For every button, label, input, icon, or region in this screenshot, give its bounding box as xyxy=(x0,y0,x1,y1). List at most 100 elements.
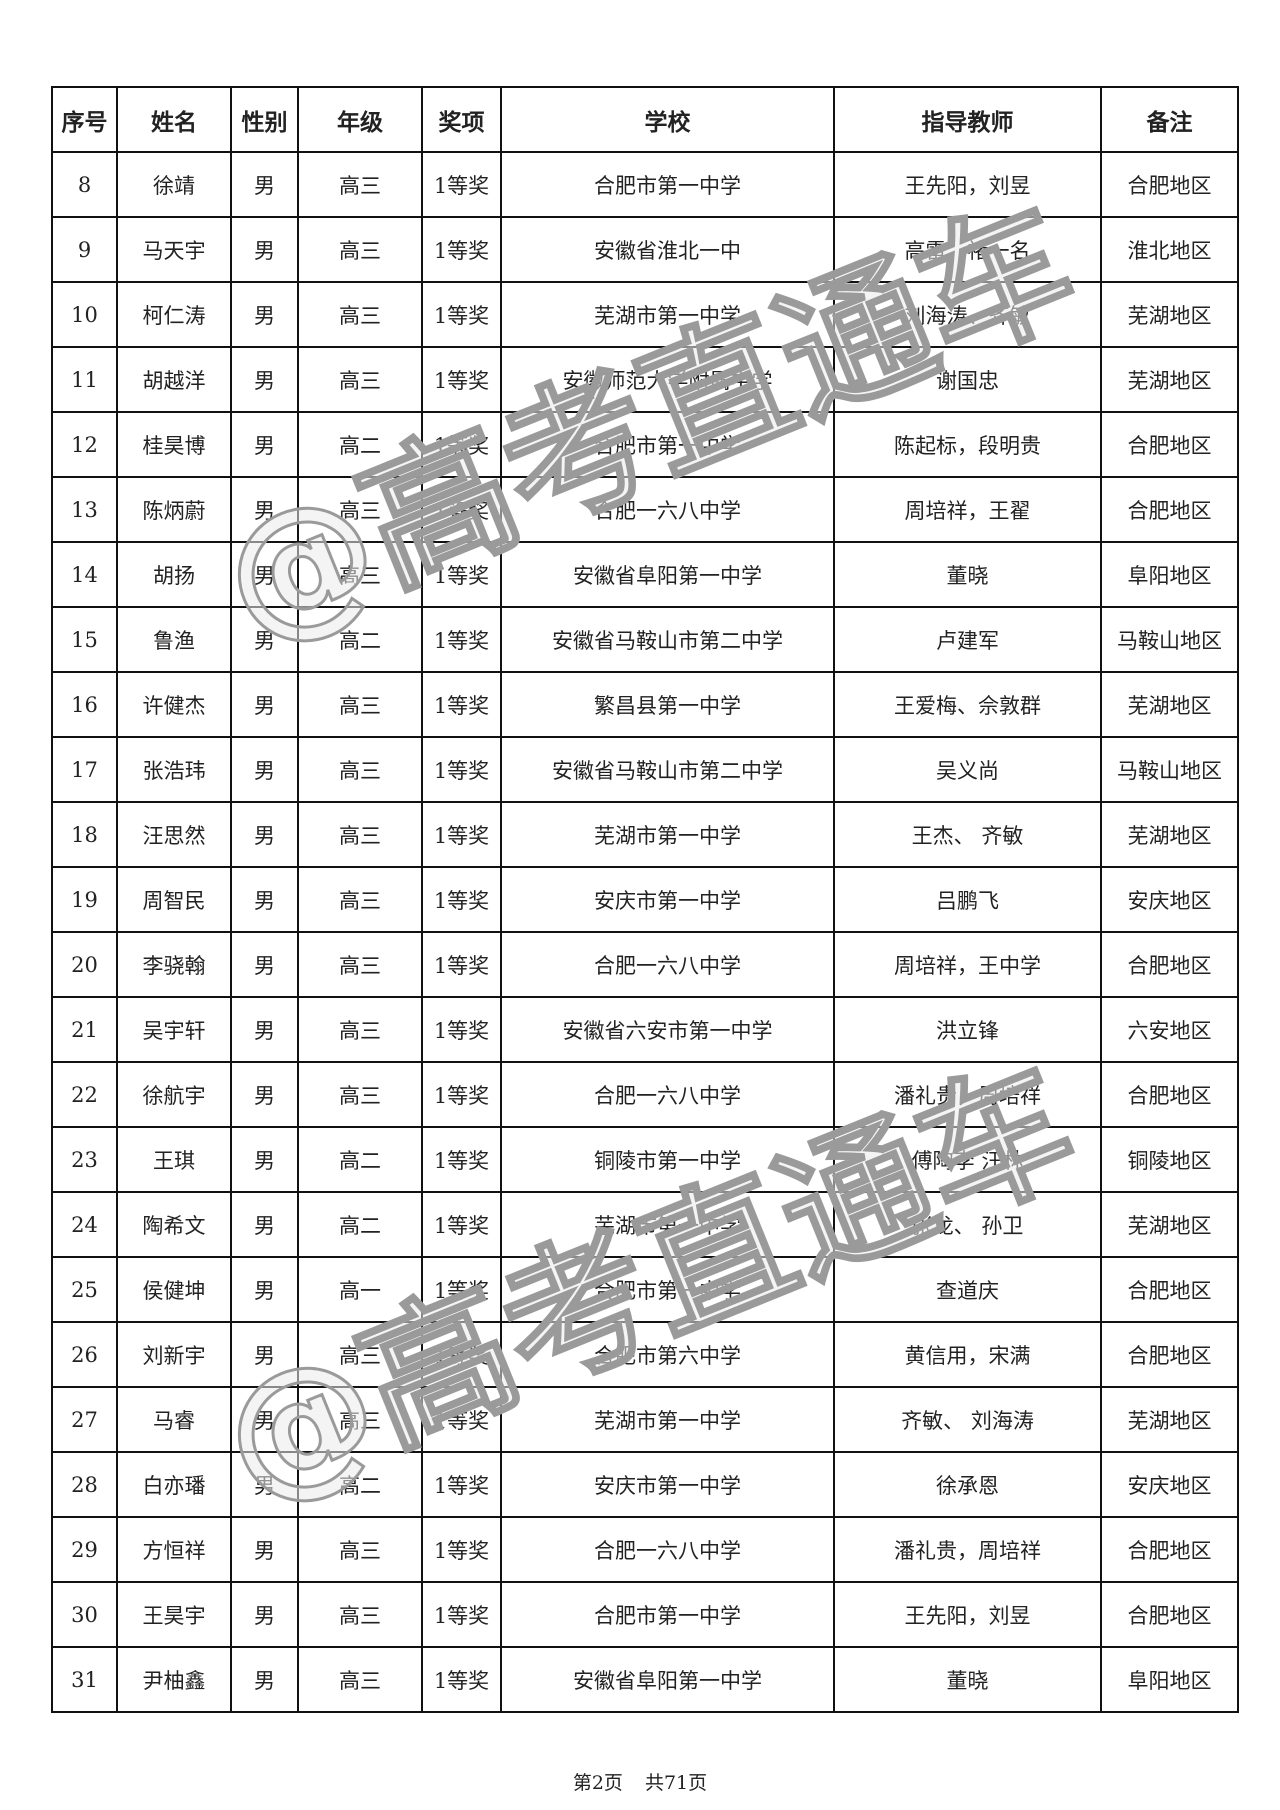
cell-gender: 男 xyxy=(230,476,299,543)
cell-name: 吴宇轩 xyxy=(116,996,232,1063)
cell-gender: 男 xyxy=(230,151,299,218)
cell-award: 1等奖 xyxy=(421,1516,502,1583)
cell-grade: 高三 xyxy=(297,931,423,998)
cell-school: 合肥一六八中学 xyxy=(500,1061,835,1128)
table-row: 24 陶希文男高二 1等奖 芜湖市第一中学 张龙、 孙卫 芜湖地区 xyxy=(51,1191,1239,1258)
cell-remark: 芜湖地区 xyxy=(1100,671,1239,738)
cell-grade: 高三 xyxy=(297,1321,423,1388)
cell-index: 20 xyxy=(51,931,118,998)
cell-grade: 高二 xyxy=(297,1126,423,1193)
cell-remark: 淮北地区 xyxy=(1100,216,1239,283)
cell-name: 刘新宇 xyxy=(116,1321,232,1388)
cell-grade: 高二 xyxy=(297,1191,423,1258)
cell-award: 1等奖 xyxy=(421,1581,502,1648)
cell-name: 桂昊博 xyxy=(116,411,232,478)
cell-award: 1等奖 xyxy=(421,671,502,738)
cell-name: 方恒祥 xyxy=(116,1516,232,1583)
cell-school: 安徽师范大学附属中学 xyxy=(500,346,835,413)
cell-gender: 男 xyxy=(230,931,299,998)
cell-grade: 高三 xyxy=(297,1581,423,1648)
table-header-row: 序号 姓名 性别 年级 奖项 学校 指导教师 备注 xyxy=(51,86,1239,153)
cell-grade: 高三 xyxy=(297,476,423,543)
header-remark: 备注 xyxy=(1100,86,1239,153)
cell-name: 徐靖 xyxy=(116,151,232,218)
cell-gender: 男 xyxy=(230,866,299,933)
cell-school: 合肥一六八中学 xyxy=(500,476,835,543)
cell-gender: 男 xyxy=(230,1386,299,1453)
cell-name: 尹柚鑫 xyxy=(116,1646,232,1713)
table-row: 28 白亦璠男高二 1等奖 安庆市第一中学 徐承恩 安庆地区 xyxy=(51,1451,1239,1518)
table-row: 18 汪思然男高三 1等奖 芜湖市第一中学 王杰、 齐敏 芜湖地区 xyxy=(51,801,1239,868)
cell-award: 1等奖 xyxy=(421,216,502,283)
cell-award: 1等奖 xyxy=(421,541,502,608)
cell-remark: 铜陵地区 xyxy=(1100,1126,1239,1193)
cell-remark: 合肥地区 xyxy=(1100,411,1239,478)
cell-grade: 高三 xyxy=(297,801,423,868)
cell-index: 21 xyxy=(51,996,118,1063)
cell-name: 李骁翰 xyxy=(116,931,232,998)
table-row: 11 胡越洋男高三 1等奖 安徽师范大学附属中学 谢国忠 芜湖地区 xyxy=(51,346,1239,413)
table-row: 26 刘新宇男高三 1等奖 合肥市第六中学 黄信用，宋满 合肥地区 xyxy=(51,1321,1239,1388)
cell-index: 30 xyxy=(51,1581,118,1648)
table-row: 17 张浩玮男高三 1等奖 安徽省马鞍山市第二中学 吴义尚 马鞍山地区 xyxy=(51,736,1239,803)
header-index: 序号 xyxy=(51,86,118,153)
cell-school: 合肥市第一中学 xyxy=(500,1256,835,1323)
cell-teacher: 陈起标，段明贵 xyxy=(833,411,1102,478)
table-row: 12 桂昊博男高二 1等奖 合肥市第一中学 陈起标，段明贵 合肥地区 xyxy=(51,411,1239,478)
cell-index: 14 xyxy=(51,541,118,608)
cell-remark: 六安地区 xyxy=(1100,996,1239,1063)
cell-grade: 高一 xyxy=(297,1256,423,1323)
cell-school: 安庆市第一中学 xyxy=(500,866,835,933)
cell-remark: 芜湖地区 xyxy=(1100,801,1239,868)
cell-gender: 男 xyxy=(230,801,299,868)
cell-award: 1等奖 xyxy=(421,606,502,673)
cell-teacher: 周培祥，王翟 xyxy=(833,476,1102,543)
table-row: 13 陈炳蔚男高三 1等奖 合肥一六八中学 周培祥，王翟 合肥地区 xyxy=(51,476,1239,543)
cell-teacher: 周培祥，王中学 xyxy=(833,931,1102,998)
cell-remark: 马鞍山地区 xyxy=(1100,606,1239,673)
cell-teacher: 潘礼贵，周培祥 xyxy=(833,1061,1102,1128)
table-row: 19 周智民男高三 1等奖 安庆市第一中学 吕鹏飞 安庆地区 xyxy=(51,866,1239,933)
cell-school: 安徽省淮北一中 xyxy=(500,216,835,283)
cell-grade: 高三 xyxy=(297,151,423,218)
cell-school: 芜湖市第一中学 xyxy=(500,801,835,868)
cell-teacher: 潘礼贵，周培祥 xyxy=(833,1516,1102,1583)
cell-remark: 合肥地区 xyxy=(1100,1256,1239,1323)
cell-gender: 男 xyxy=(230,1256,299,1323)
cell-teacher: 董晓 xyxy=(833,1646,1102,1713)
cell-school: 芜湖市第一中学 xyxy=(500,1191,835,1258)
table-row: 29 方恒祥男高三 1等奖 合肥一六八中学 潘礼贵，周培祥 合肥地区 xyxy=(51,1516,1239,1583)
cell-name: 陶希文 xyxy=(116,1191,232,1258)
cell-gender: 男 xyxy=(230,411,299,478)
header-award: 奖项 xyxy=(421,86,502,153)
cell-award: 1等奖 xyxy=(421,1191,502,1258)
cell-remark: 合肥地区 xyxy=(1100,151,1239,218)
cell-school: 安徽省阜阳第一中学 xyxy=(500,1646,835,1713)
cell-gender: 男 xyxy=(230,1191,299,1258)
cell-index: 19 xyxy=(51,866,118,933)
cell-remark: 合肥地区 xyxy=(1100,931,1239,998)
cell-award: 1等奖 xyxy=(421,1386,502,1453)
table-row: 10 柯仁涛男高三 1等奖 芜湖市第一中学 刘海涛、齐敏 芜湖地区 xyxy=(51,281,1239,348)
cell-gender: 男 xyxy=(230,1126,299,1193)
cell-index: 24 xyxy=(51,1191,118,1258)
cell-remark: 阜阳地区 xyxy=(1100,541,1239,608)
cell-school: 合肥市第六中学 xyxy=(500,1321,835,1388)
page-total: 共71页 xyxy=(644,1772,708,1794)
cell-name: 周智民 xyxy=(116,866,232,933)
cell-remark: 合肥地区 xyxy=(1100,1061,1239,1128)
cell-award: 1等奖 xyxy=(421,1256,502,1323)
cell-teacher: 洪立锋 xyxy=(833,996,1102,1063)
cell-school: 合肥一六八中学 xyxy=(500,931,835,998)
cell-teacher: 傅陶李 汪林 xyxy=(833,1126,1102,1193)
cell-award: 1等奖 xyxy=(421,1061,502,1128)
cell-school: 繁昌县第一中学 xyxy=(500,671,835,738)
cell-teacher: 张龙、 孙卫 xyxy=(833,1191,1102,1258)
cell-award: 1等奖 xyxy=(421,281,502,348)
cell-name: 马睿 xyxy=(116,1386,232,1453)
cell-grade: 高三 xyxy=(297,736,423,803)
cell-teacher: 王杰、 齐敏 xyxy=(833,801,1102,868)
cell-remark: 马鞍山地区 xyxy=(1100,736,1239,803)
table-row: 23 王琪男高二 1等奖 铜陵市第一中学 傅陶李 汪林 铜陵地区 xyxy=(51,1126,1239,1193)
table-row: 27 马睿男高三 1等奖 芜湖市第一中学 齐敏、 刘海涛 芜湖地区 xyxy=(51,1386,1239,1453)
